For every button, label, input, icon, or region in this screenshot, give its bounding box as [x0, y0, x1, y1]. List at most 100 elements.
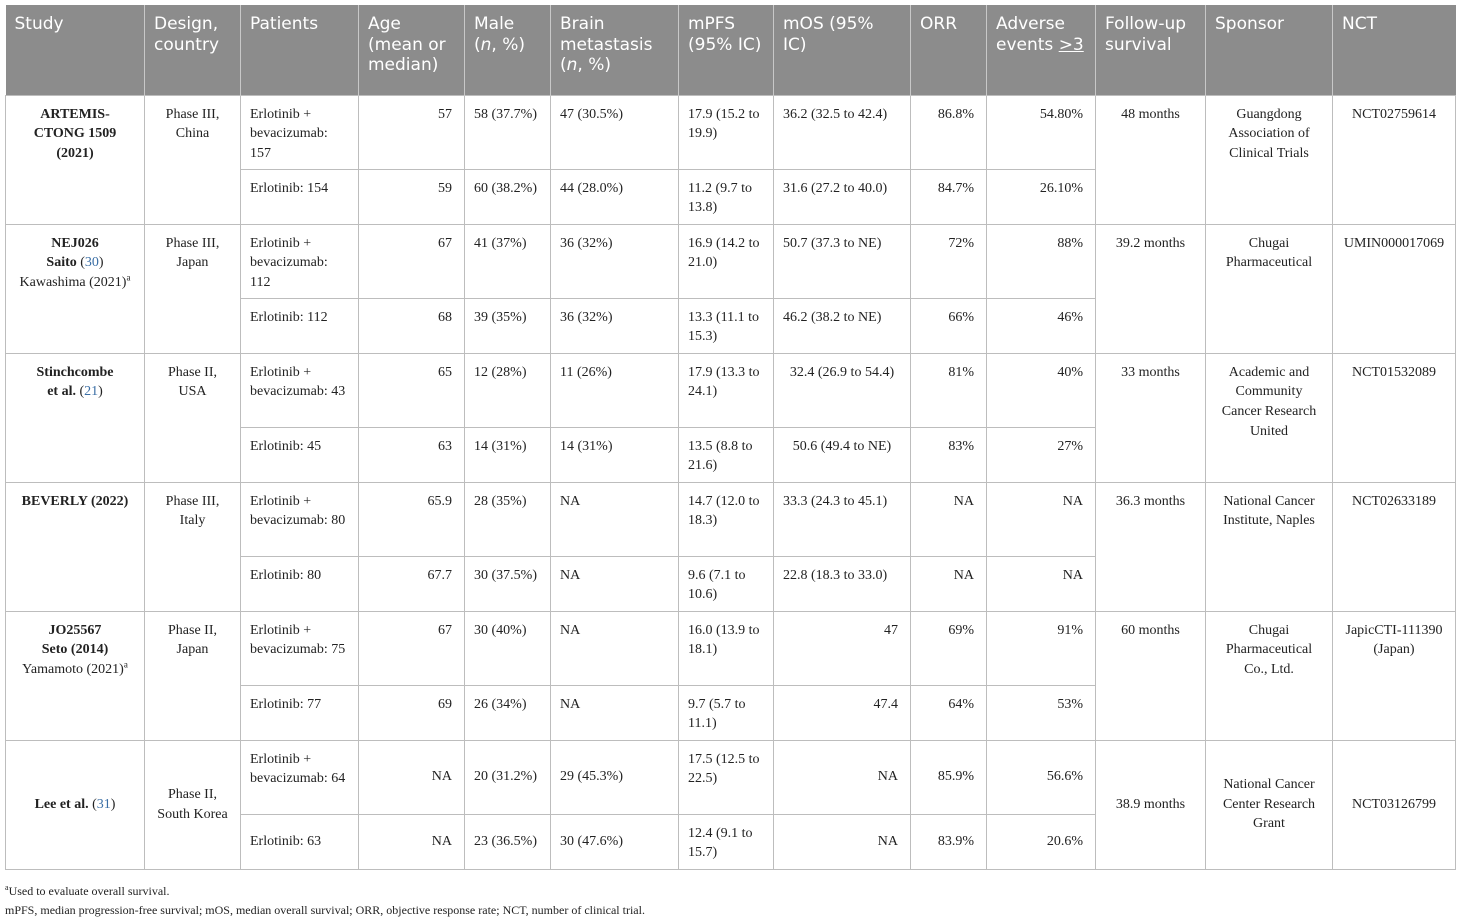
sponsor-cell: National Cancer Institute, Naples [1205, 481, 1333, 612]
male-cell: 41 (37%) [464, 223, 551, 299]
adverse-events-cell: 56.6% [986, 739, 1096, 815]
header-mos: mOS (95% IC) [773, 5, 911, 95]
orr-cell: 64% [910, 684, 987, 741]
follow-up-cell: 39.2 months [1095, 223, 1206, 354]
mpfs-cell: 9.6 (7.1 to 10.6) [678, 555, 774, 612]
table-row: Erlotinib: 80 67.7 30 (37.5%) NA 9.6 (7.… [6, 555, 1456, 612]
follow-up-cell: 36.3 months [1095, 481, 1206, 612]
male-cell: 60 (38.2%) [464, 168, 551, 225]
age-cell: 68 [358, 297, 465, 354]
study-name: Stinchcombe et al. (21) [5, 352, 145, 483]
brain-metastasis-cell: 11 (26%) [550, 352, 679, 428]
mpfs-cell: 17.9 (15.2 to 19.9) [678, 94, 774, 170]
footnote-a: aUsed to evaluate overall survival. [5, 883, 170, 899]
orr-cell: 72% [910, 223, 987, 299]
design-country: Phase III, China [144, 94, 241, 225]
male-cell: 26 (34%) [464, 684, 551, 741]
design-country: Phase II, USA [144, 352, 241, 483]
header-male: Male (n, %) [464, 5, 551, 95]
follow-up-cell: 60 months [1095, 610, 1206, 741]
mos-cell: 47.4 [773, 684, 911, 741]
male-cell: 58 (37.7%) [464, 94, 551, 170]
nct-cell: UMIN000017069 [1332, 223, 1456, 354]
table-row: Stinchcombe et al. (21) Phase II, USA Er… [5, 352, 1456, 483]
sponsor-cell: Guangdong Association of Clinical Trials [1205, 94, 1333, 225]
orr-cell: NA [910, 481, 987, 557]
table-row: NEJ026 Saito (30) Kawashima (2021)a Phas… [5, 223, 1456, 354]
mos-cell: 22.8 (18.3 to 33.0) [773, 555, 911, 612]
adverse-events-cell: 88% [986, 223, 1096, 299]
table-row: Lee et al. (31) Phase II, South Korea Er… [5, 739, 1456, 870]
mos-cell: 32.4 (26.9 to 54.4) [773, 352, 911, 428]
mos-cell: 50.6 (49.4 to NE) [773, 426, 911, 483]
mpfs-cell: 17.9 (13.3 to 24.1) [678, 352, 774, 428]
age-cell: 63 [358, 426, 465, 483]
study-name: JO25567 Seto (2014) Yamamoto (2021)a [5, 610, 145, 741]
age-cell: 65 [358, 352, 465, 428]
age-cell: 65.9 [358, 481, 465, 557]
age-cell: 59 [358, 168, 465, 225]
header-brain: Brain metastasis (n, %) [550, 5, 679, 95]
follow-up-cell: 38.9 months [1095, 739, 1206, 870]
patients-cell: Erlotinib + bevacizumab: 75 [240, 610, 359, 686]
header-study: Study [5, 5, 145, 95]
brain-metastasis-cell: NA [550, 610, 679, 686]
brain-metastasis-cell: 14 (31%) [550, 426, 679, 483]
follow-up-cell: 33 months [1095, 352, 1206, 483]
reference-link[interactable]: 21 [84, 384, 99, 400]
study-name: BEVERLY (2022) [5, 481, 145, 612]
male-cell: 28 (35%) [464, 481, 551, 557]
orr-cell: 85.9% [910, 739, 987, 815]
age-cell: 69 [358, 684, 465, 741]
brain-metastasis-cell: NA [550, 555, 679, 612]
sponsor-cell: Chugai Pharmaceutical Co., Ltd. [1205, 610, 1333, 741]
age-cell: 67 [358, 610, 465, 686]
mpfs-cell: 12.4 (9.1 to 15.7) [678, 813, 774, 870]
patients-cell: Erlotinib: 80 [240, 555, 359, 612]
table-row: Erlotinib: 63 NA 23 (36.5%) 30 (47.6%) 1… [6, 813, 1456, 870]
mos-cell: 33.3 (24.3 to 45.1) [773, 481, 911, 557]
sponsor-cell: Academic and Community Cancer Research U… [1205, 352, 1333, 483]
reference-link[interactable]: 31 [96, 796, 111, 812]
patients-cell: Erlotinib + bevacizumab: 112 [240, 223, 359, 299]
study-name: Lee et al. (31) [5, 739, 145, 870]
male-cell: 30 (37.5%) [464, 555, 551, 612]
reference-link[interactable]: 30 [84, 255, 99, 271]
adverse-events-cell: 27% [986, 426, 1096, 483]
header-patients: Patients [240, 5, 359, 95]
nct-cell: NCT01532089 [1332, 352, 1456, 483]
adverse-events-cell: 91% [986, 610, 1096, 686]
patients-cell: Erlotinib + bevacizumab: 157 [240, 94, 359, 170]
patients-cell: Erlotinib: 45 [240, 426, 359, 483]
sponsor-cell: National Cancer Center Research Grant [1205, 739, 1333, 870]
study-name: ARTEMIS-CTONG 1509 (2021) [5, 94, 145, 225]
patients-cell: Erlotinib + bevacizumab: 80 [240, 481, 359, 557]
brain-metastasis-cell: 44 (28.0%) [550, 168, 679, 225]
adverse-events-cell: 53% [986, 684, 1096, 741]
header-nct: NCT [1332, 5, 1456, 95]
male-cell: 23 (36.5%) [464, 813, 551, 870]
age-cell: 57 [358, 94, 465, 170]
age-cell: 67.7 [358, 555, 465, 612]
trials-table: Study Design, country Patients Age (mean… [5, 5, 1456, 870]
footnote-abbreviations: mPFS, median progression-free survival; … [5, 903, 645, 917]
adverse-events-cell: NA [986, 555, 1096, 612]
mos-cell: 47 [773, 610, 911, 686]
orr-cell: 81% [910, 352, 987, 428]
table-row: Erlotinib: 154 59 60 (38.2%) 44 (28.0%) … [6, 168, 1456, 225]
adverse-events-cell: 54.80% [986, 94, 1096, 170]
brain-metastasis-cell: 30 (47.6%) [550, 813, 679, 870]
brain-metastasis-cell: 47 (30.5%) [550, 94, 679, 170]
orr-cell: 86.8% [910, 94, 987, 170]
trials-table-container: Study Design, country Patients Age (mean… [5, 5, 1456, 870]
orr-cell: 83.9% [910, 813, 987, 870]
age-cell: NA [358, 813, 465, 870]
patients-cell: Erlotinib + bevacizumab: 64 [240, 739, 359, 815]
design-country: Phase II, South Korea [144, 739, 241, 870]
brain-metastasis-cell: 36 (32%) [550, 223, 679, 299]
mos-cell: NA [773, 739, 911, 815]
mpfs-cell: 16.9 (14.2 to 21.0) [678, 223, 774, 299]
mpfs-cell: 11.2 (9.7 to 13.8) [678, 168, 774, 225]
follow-up-cell: 48 months [1095, 94, 1206, 225]
table-row: JO25567 Seto (2014) Yamamoto (2021)a Pha… [5, 610, 1456, 741]
